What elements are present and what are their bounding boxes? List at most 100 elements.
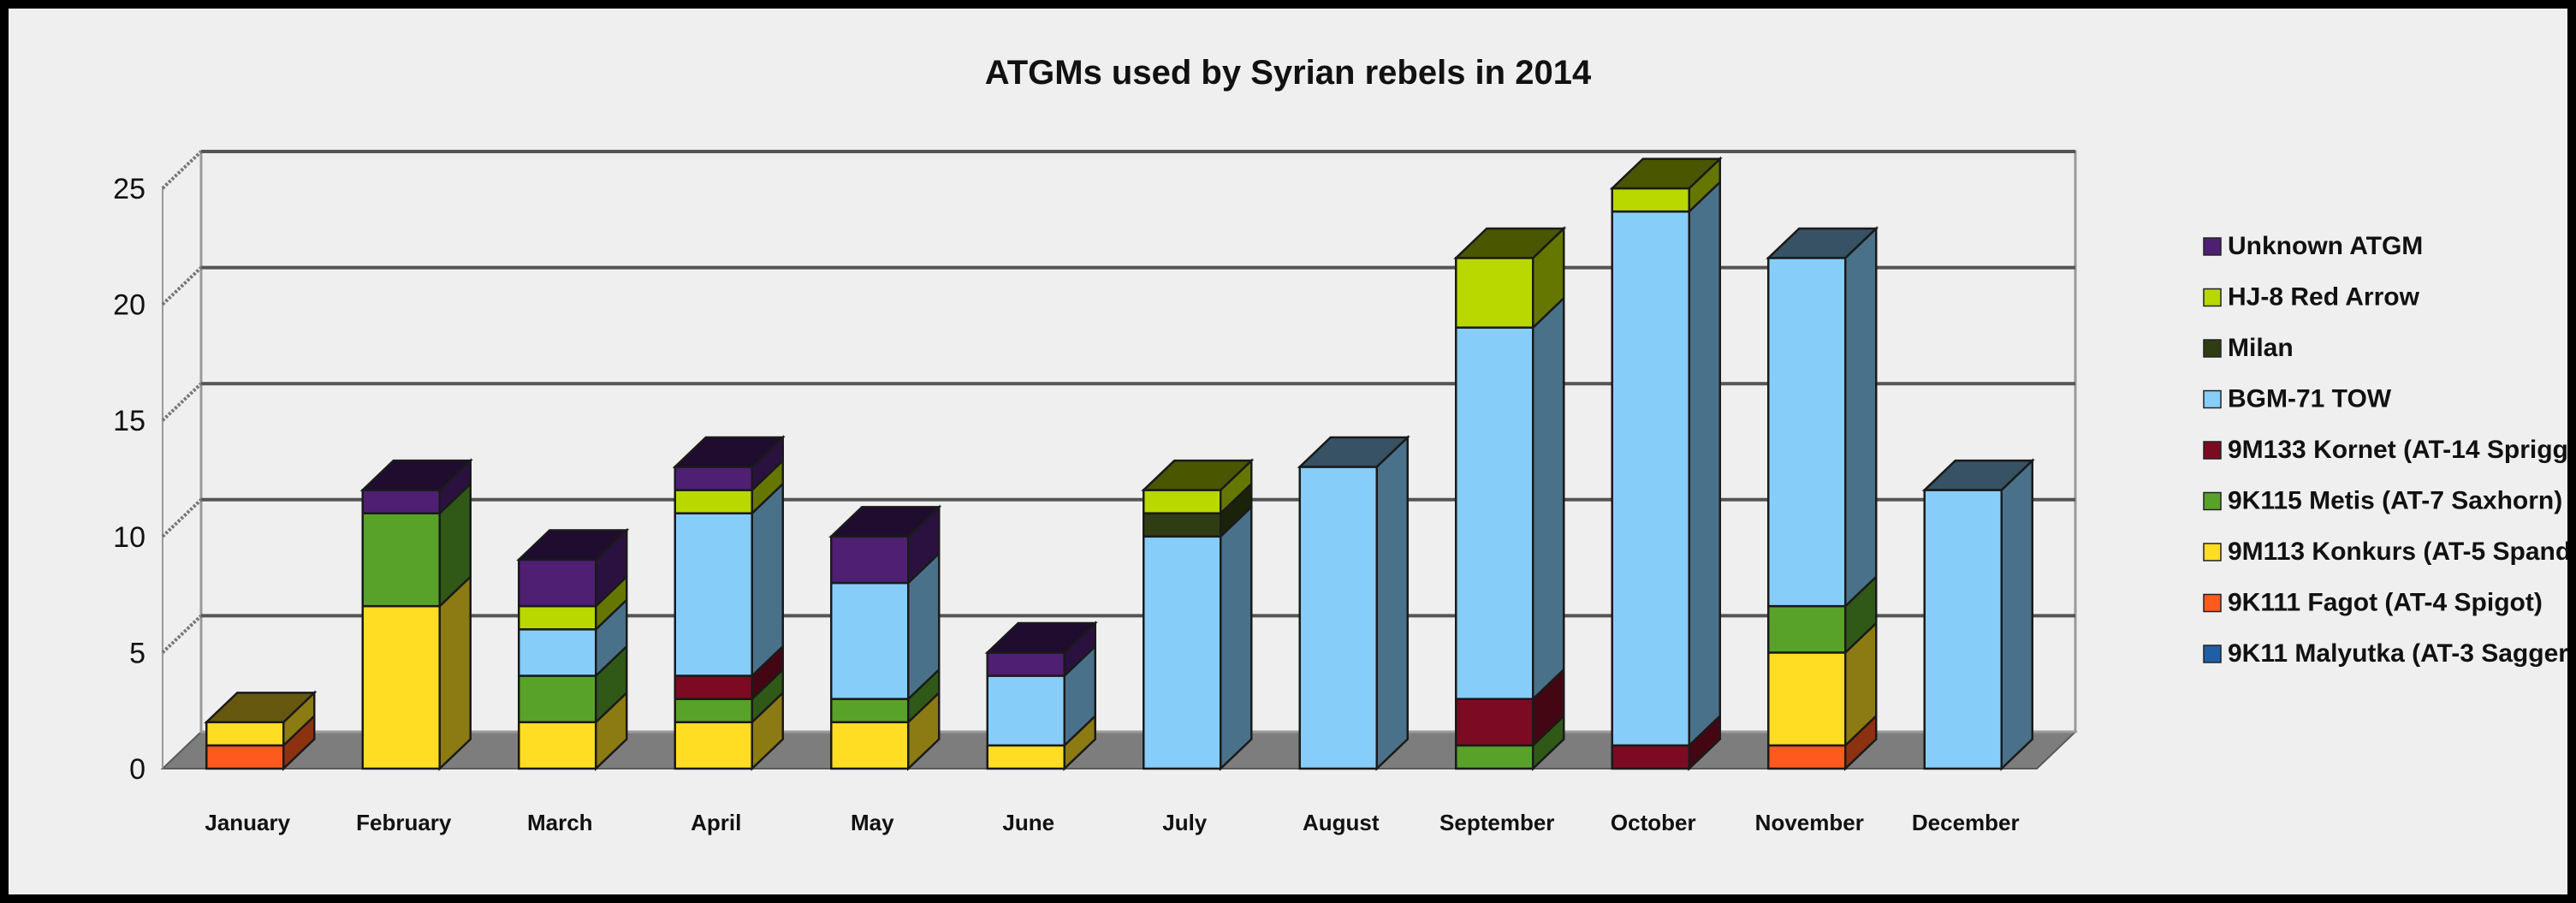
- legend-label: HJ-8 Red Arrow: [2228, 283, 2420, 312]
- legend-swatch: [2203, 339, 2222, 358]
- bar-segment-top: [1141, 459, 1255, 491]
- x-tick-label: March: [527, 810, 593, 835]
- gridline-depth: [161, 150, 203, 190]
- legend-label: 9K11 Malyutka (AT-3 Sagger): [2228, 639, 2567, 668]
- bar-segment: [986, 674, 1065, 747]
- legend-label: 9K111 Fagot (AT-4 Spigot): [2228, 589, 2543, 617]
- legend-swatch: [2203, 491, 2222, 511]
- bar-segment: [361, 604, 441, 770]
- bar-segment-side: [1375, 435, 1409, 771]
- bar-segment: [518, 628, 597, 677]
- bar-segment: [1611, 744, 1690, 770]
- x-tick-label: June: [1002, 810, 1054, 835]
- bar-segment: [1298, 466, 1378, 770]
- bar-segment: [1611, 187, 1690, 213]
- bar-segment: [674, 674, 753, 700]
- bar-segment-top: [672, 436, 786, 468]
- bar-segment-side: [751, 481, 784, 679]
- y-tick-label: 25: [113, 173, 145, 205]
- bar-segment: [830, 698, 910, 724]
- bar-segment: [1767, 651, 1847, 747]
- x-tick-label: September: [1439, 810, 1554, 835]
- gridline-depth: [161, 266, 203, 306]
- legend-swatch: [2203, 593, 2222, 613]
- bar-segment: [674, 489, 753, 514]
- x-tick-label: January: [205, 810, 290, 835]
- bar-segment-side: [2000, 458, 2033, 771]
- legend-label: 9M113 Konkurs (AT-5 Spandrel): [2228, 538, 2567, 566]
- x-tick-label: December: [1912, 810, 2020, 835]
- bar-segment: [1767, 604, 1847, 654]
- chart-frame: ATGMs used by Syrian rebels in 2014 0 5 10 1…: [9, 9, 2567, 894]
- chart-title: ATGMs used by Syrian rebels in 2014: [985, 54, 1592, 92]
- gridline-depth: [161, 498, 203, 538]
- bar-segment: [1455, 744, 1534, 770]
- bar-segment: [830, 581, 910, 700]
- bar-segment: [986, 744, 1065, 770]
- y-tick-label: 10: [113, 521, 145, 554]
- bar-segment: [1143, 535, 1222, 770]
- legend-label: 9M133 Kornet (AT-14 Spriggan): [2228, 436, 2567, 464]
- bar-segment: [674, 466, 753, 491]
- bar-segment-top: [828, 506, 942, 538]
- bar-segment: [518, 558, 597, 608]
- legend-label: Unknown ATGM: [2228, 232, 2423, 260]
- bar-segment: [1767, 257, 1847, 608]
- legend-swatch: [2203, 237, 2222, 256]
- legend-label: Milan: [2228, 334, 2294, 362]
- gridline-depth: [161, 382, 203, 422]
- legend-label: 9K115 Metis (AT-7 Saxhorn): [2228, 487, 2562, 515]
- bar-segment: [1923, 489, 2003, 770]
- bar-segment: [674, 512, 753, 677]
- bar-segment: [518, 674, 597, 724]
- x-tick-label: November: [1755, 810, 1864, 835]
- y-tick-label: 15: [113, 405, 145, 437]
- bar-segment: [986, 651, 1065, 677]
- x-tick-label: May: [851, 810, 894, 835]
- y-tick-label: 0: [129, 753, 145, 786]
- bar-segment-top: [1921, 459, 2035, 491]
- bar-segment: [518, 721, 597, 770]
- bar-segment: [830, 721, 910, 770]
- bar-segment: [1767, 744, 1847, 770]
- bar-segment: [518, 604, 597, 631]
- x-tick-label: July: [1162, 810, 1208, 835]
- x-tick-label: August: [1303, 810, 1380, 835]
- bar-segment: [1455, 326, 1534, 700]
- legend-swatch: [2203, 389, 2222, 409]
- bar-segment-top: [204, 692, 318, 724]
- y-tick-label: 5: [129, 637, 145, 669]
- x-tick-label: October: [1611, 810, 1696, 835]
- bar-segment-side: [1220, 504, 1253, 771]
- bar-segment-side: [1688, 179, 1721, 748]
- bar-segment: [674, 721, 753, 770]
- bar-segment: [674, 698, 753, 724]
- chart-legend: Unknown ATGM HJ-8 Red Arrow Milan BGM-71 TO…: [2203, 232, 2567, 668]
- bar-segment-top: [1297, 436, 1410, 468]
- bar-segment: [1143, 489, 1222, 514]
- legend-label: BGM-71 TOW: [2228, 385, 2392, 413]
- bar-segment: [1455, 698, 1534, 747]
- bar-segment: [361, 512, 441, 608]
- bar-segment: [205, 721, 285, 747]
- bar-segment-top: [516, 529, 630, 561]
- bar-segment-top: [1766, 227, 1879, 259]
- bar-segment: [205, 744, 285, 770]
- bar-segment-top: [1609, 157, 1723, 190]
- bar-segment: [1143, 512, 1222, 538]
- gridline-depth: [161, 614, 203, 654]
- legend-swatch: [2203, 441, 2222, 460]
- legend-swatch: [2203, 543, 2222, 561]
- y-tick-label: 20: [113, 289, 145, 322]
- bar-segment-top: [984, 621, 1098, 654]
- bar-segment-side: [1532, 295, 1565, 702]
- bar-segment-top: [1453, 227, 1567, 259]
- bar-segment-side: [1844, 226, 1878, 609]
- x-tick-label: April: [691, 810, 741, 835]
- legend-swatch: [2203, 288, 2222, 307]
- x-tick-label: February: [356, 810, 452, 835]
- bar-segment: [1611, 210, 1690, 747]
- bar-segment: [830, 535, 910, 585]
- bar-segment-top: [359, 459, 473, 491]
- bar-segment: [1455, 257, 1534, 329]
